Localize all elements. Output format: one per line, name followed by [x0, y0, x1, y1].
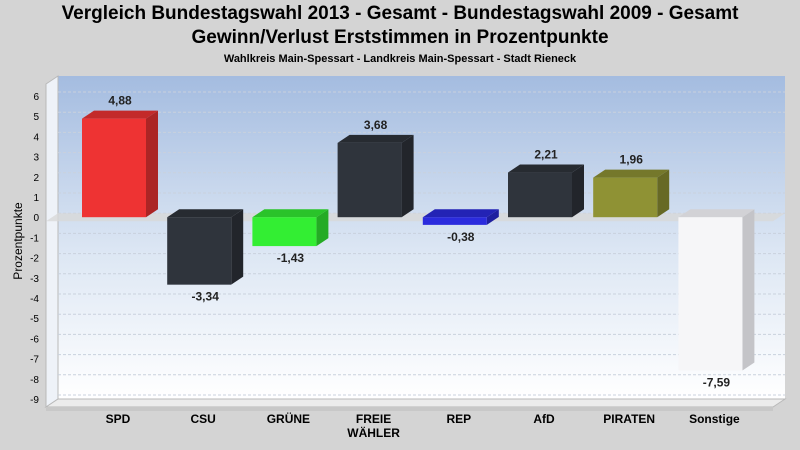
zero-plane	[46, 213, 785, 222]
x-tick-label: CSU	[191, 412, 216, 426]
y-tick-label: 5	[33, 112, 39, 123]
y-tick-label: 6	[33, 92, 39, 103]
x-tick-label: AfD	[533, 412, 555, 426]
value-label: -3,34	[192, 290, 220, 304]
y-tick-label: 1	[33, 193, 39, 204]
x-tick-label: FREIE	[356, 412, 391, 426]
value-label: -1,43	[277, 251, 305, 265]
y-tick-label: 2	[33, 173, 39, 184]
x-tick-label: REP	[446, 412, 471, 426]
plot-floor	[44, 398, 787, 408]
value-label: 1,96	[620, 153, 644, 167]
y-tick-label: 0	[33, 213, 39, 224]
y-tick-label: -8	[30, 375, 39, 386]
value-label: 2,21	[534, 148, 558, 162]
value-label: -7,59	[703, 376, 731, 390]
y-tick-label: -3	[30, 274, 39, 285]
value-label: 3,68	[364, 118, 388, 132]
chart-title-line-2: Gewinn/Verlust Erststimmen in Prozentpun…	[191, 27, 609, 48]
x-tick-label: GRÜNE	[267, 411, 310, 426]
y-tick-label: 3	[33, 153, 39, 164]
bar	[252, 209, 329, 247]
bar	[167, 209, 244, 285]
bar	[337, 134, 414, 218]
chart-subtitle: Wahlkreis Main-Spessart - Landkreis Main…	[223, 53, 577, 65]
x-tick-label: SPD	[106, 412, 131, 426]
x-tick-label: WÄHLER	[347, 425, 400, 440]
plot-floor-edge	[46, 407, 773, 411]
x-tick-label: Sonstige	[689, 412, 740, 426]
y-tick-label: -4	[30, 294, 39, 305]
bar	[508, 164, 584, 218]
value-label: -0,38	[447, 230, 475, 244]
bar	[82, 110, 158, 218]
x-tick-label: PIRATEN	[603, 412, 655, 426]
plot-left-wall	[45, 75, 59, 408]
y-tick-label: -7	[30, 355, 39, 366]
value-labels: 4,88 -3,34 -1,43 3,68 -0,38 2,21 1,96 -7,59	[108, 94, 730, 390]
y-tick-label: -1	[30, 233, 39, 244]
y-tick-label: -5	[30, 314, 39, 325]
plot-area	[58, 76, 785, 399]
chart-title: Vergleich Bundestagswahl 2013 - Gesamt -…	[61, 3, 739, 24]
bars	[82, 110, 755, 371]
y-tick-label: 4	[33, 132, 39, 143]
bar	[593, 169, 670, 218]
y-tick-label: -6	[30, 334, 39, 345]
y-tick-label: -2	[30, 254, 39, 265]
bar	[422, 209, 499, 225]
y-axis-label: Prozentpunkte	[11, 202, 25, 280]
y-tick-label: -9	[30, 395, 39, 406]
bar	[678, 209, 755, 371]
y-axis-ticks: 6 5 4 3 2 1 0 -1 -2 -3 -4 -5 -6 -7 -8 -9	[30, 92, 39, 406]
value-label: 4,88	[108, 94, 132, 108]
